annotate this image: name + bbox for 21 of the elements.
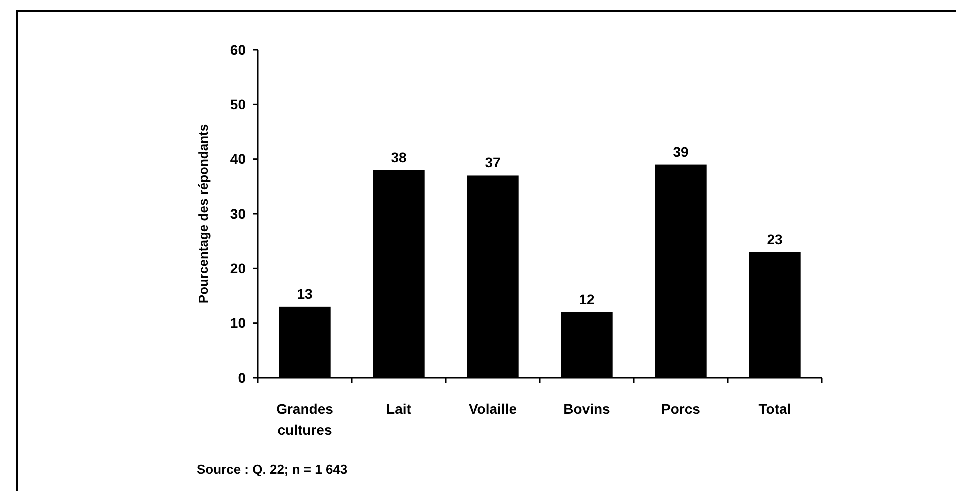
x-tick-label: Grandes cultures xyxy=(276,401,334,438)
x-tick-label: Volaille xyxy=(469,401,518,417)
data-label: 39 xyxy=(673,144,689,160)
data-label: 38 xyxy=(391,149,407,166)
y-tick-label: 0 xyxy=(238,370,246,386)
data-label: 23 xyxy=(767,231,783,248)
source-note: Source : Q. 22; n = 1 643 xyxy=(197,462,348,477)
y-tick-label: 40 xyxy=(230,151,246,168)
data-label: 37 xyxy=(485,154,501,171)
x-tick-label: Lait xyxy=(386,401,412,417)
y-tick-label: 60 xyxy=(230,42,246,58)
y-axis-title: Pourcentage des répondants xyxy=(196,124,211,304)
y-tick-label: 30 xyxy=(230,206,246,222)
data-label: 12 xyxy=(579,291,595,308)
data-label: 13 xyxy=(297,286,313,302)
y-tick-label: 20 xyxy=(230,260,246,277)
x-tick-label: Porcs xyxy=(662,401,701,417)
y-tick-label: 50 xyxy=(230,96,246,113)
x-tick-label: Total xyxy=(758,401,792,417)
y-tick-label: 10 xyxy=(230,315,246,332)
x-tick-label: Bovins xyxy=(564,401,611,417)
